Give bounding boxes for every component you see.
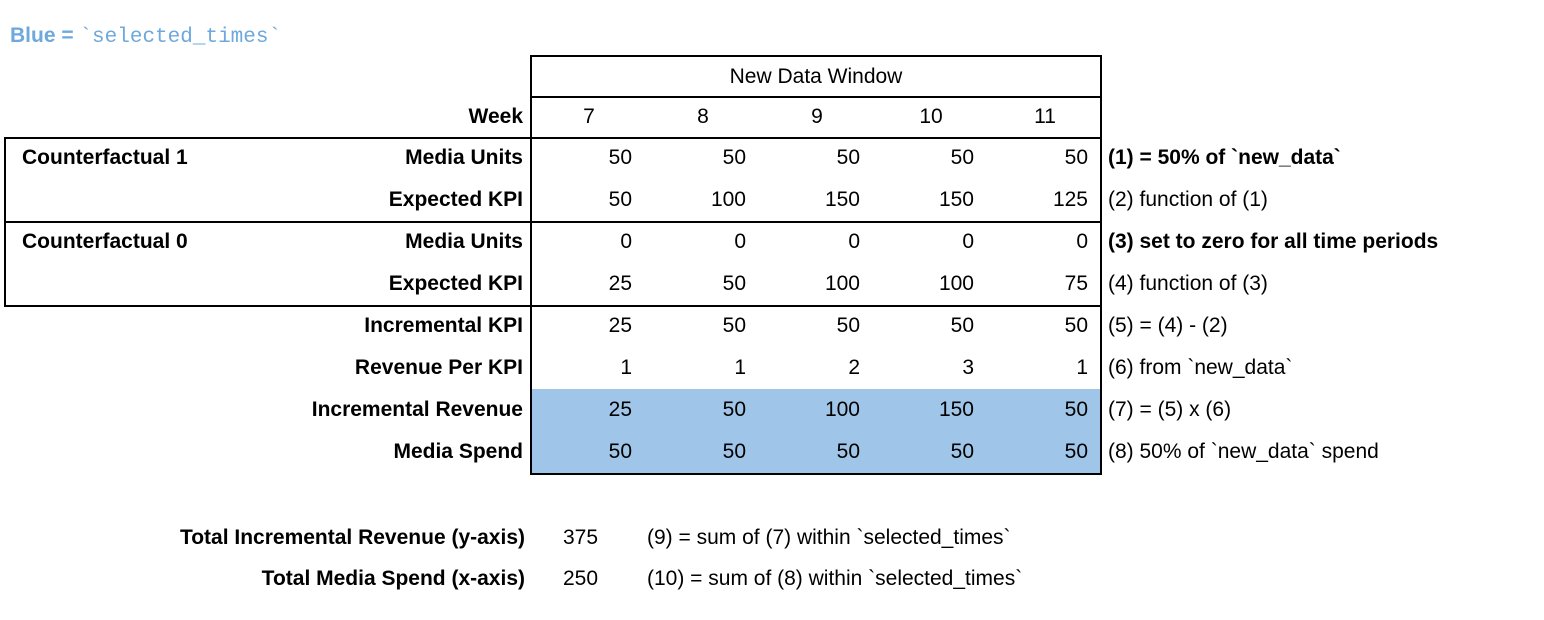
table-cell: 0 [734, 230, 746, 253]
table-cell: 1 [734, 356, 746, 379]
row-label-revenue-per-kpi: Revenue Per KPI [354, 356, 523, 379]
total-incremental-revenue-label: Total Incremental Revenue (y-axis) [179, 526, 525, 549]
row-label-expected-kpi-cf1: Expected KPI [388, 188, 523, 211]
annotation-8: (8) 50% of `new_data` spend [1108, 440, 1379, 463]
counterfactual-divider-border [4, 221, 1102, 223]
table-cell: 50 [836, 146, 860, 169]
total-media-spend-value: 250 [563, 567, 599, 590]
table-cell: 0 [962, 230, 974, 253]
table-cell: 150 [824, 188, 860, 211]
table-cell: 100 [824, 272, 860, 295]
table-cell: 50 [1064, 314, 1088, 337]
table-cell: 50 [836, 314, 860, 337]
table-cell-highlighted: 50 [722, 440, 746, 463]
counterfactual-0-label: Counterfactual 0 [22, 230, 188, 253]
table-cell: 3 [962, 356, 974, 379]
selected-times-highlight [532, 389, 1100, 473]
table-cell-highlighted: 25 [608, 398, 632, 421]
annotation-7: (7) = (5) x (6) [1108, 398, 1232, 421]
row-label-media-spend: Media Spend [393, 440, 523, 463]
table-cell: 25 [608, 272, 632, 295]
table-cell: 0 [620, 230, 632, 253]
table-cell: 1 [620, 356, 632, 379]
row-label-media-units-cf0: Media Units [405, 230, 523, 253]
table-cell-highlighted: 50 [836, 440, 860, 463]
table-cell-highlighted: 50 [1064, 440, 1088, 463]
week-row-bottom-border [4, 137, 1102, 139]
annotation-3: (3) set to zero for all time periods [1108, 230, 1439, 253]
table-cell: 125 [1052, 188, 1088, 211]
table-cell: 100 [938, 272, 974, 295]
week-column-header: 10 [919, 105, 943, 128]
table-cell-highlighted: 50 [1064, 398, 1088, 421]
annotation-5: (5) = (4) - (2) [1108, 314, 1228, 337]
table-cell: 2 [848, 356, 860, 379]
week-column-header: 11 [1034, 105, 1056, 128]
data-area-left-border [530, 55, 532, 475]
counterfactual-1-label: Counterfactual 1 [22, 146, 188, 169]
table-cell: 25 [608, 314, 632, 337]
data-area-right-border [1100, 55, 1102, 475]
row-label-expected-kpi-cf0: Expected KPI [388, 272, 523, 295]
table-cell: 50 [950, 314, 974, 337]
total-incremental-revenue-value: 375 [563, 526, 599, 549]
table-cell: 50 [950, 146, 974, 169]
new-data-window-header: New Data Window [729, 65, 903, 88]
annotation-1: (1) = 50% of `new_data` [1108, 146, 1341, 169]
legend-prefix: Blue = [10, 24, 80, 47]
annotation-10: (10) = sum of (8) within `selected_times… [647, 567, 1023, 590]
table-cell: 50 [722, 146, 746, 169]
table-cell: 0 [1076, 230, 1088, 253]
header-bottom-border [530, 96, 1102, 98]
annotation-4: (4) function of (3) [1108, 272, 1268, 295]
table-cell: 50 [608, 146, 632, 169]
table-cell: 150 [938, 188, 974, 211]
annotation-2: (2) function of (1) [1108, 188, 1268, 211]
table-cell: 50 [1064, 146, 1088, 169]
table-cell-highlighted: 50 [950, 440, 974, 463]
table-cell-highlighted: 150 [938, 398, 974, 421]
table-cell: 50 [722, 314, 746, 337]
week-column-header: 9 [811, 105, 823, 128]
legend-blue-selected-times: Blue = `selected_times` [10, 24, 282, 49]
table-cell-highlighted: 50 [608, 440, 632, 463]
row-label-incremental-revenue: Incremental Revenue [311, 398, 523, 421]
table-cell: 0 [848, 230, 860, 253]
left-boxes-left-border [4, 137, 6, 307]
row-label-media-units-cf1: Media Units [405, 146, 523, 169]
table-cell: 50 [722, 272, 746, 295]
table-cell: 75 [1064, 272, 1088, 295]
table-cell: 1 [1076, 356, 1088, 379]
row-label-incremental-kpi: Incremental KPI [364, 314, 523, 337]
week-row-label: Week [468, 105, 523, 128]
table-bottom-border [530, 473, 1102, 475]
legend-code-term: `selected_times` [79, 26, 282, 49]
table-cell-highlighted: 100 [824, 398, 860, 421]
annotation-9: (9) = sum of (7) within `selected_times` [647, 526, 1011, 549]
total-media-spend-label: Total Media Spend (x-axis) [261, 567, 525, 590]
week-column-header: 7 [583, 105, 595, 128]
header-top-border [530, 55, 1102, 57]
table-cell: 100 [710, 188, 746, 211]
annotation-6: (6) from `new_data` [1108, 356, 1293, 379]
counterfactual0-bottom-border [4, 305, 1102, 307]
table-cell: 50 [608, 188, 632, 211]
table-cell-highlighted: 50 [722, 398, 746, 421]
week-column-header: 8 [697, 105, 709, 128]
